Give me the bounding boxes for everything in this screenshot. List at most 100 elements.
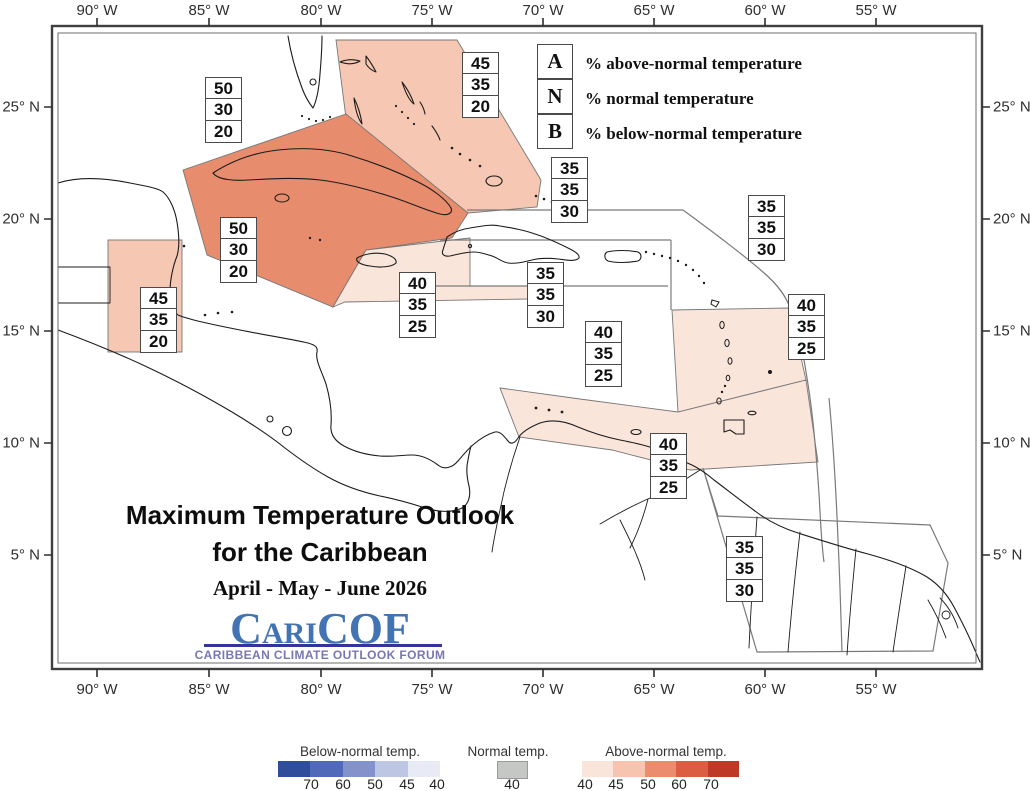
prob-value: 20 <box>205 119 242 143</box>
prob-value: 40 <box>788 294 825 317</box>
prob-value: 35 <box>788 315 825 339</box>
jamaica-coast <box>356 252 397 268</box>
prob-box-cuba-west: 50 30 20 <box>220 217 257 283</box>
hispaniola-coast <box>441 224 580 264</box>
prob-value: 35 <box>462 73 499 97</box>
lon-label-bottom: 80° W <box>300 681 342 698</box>
swatch-below-70 <box>278 761 310 777</box>
map-frame <box>50 24 984 671</box>
swatch-above-45 <box>613 761 645 777</box>
swatch-above-40 <box>582 761 613 777</box>
legend-key-n: N <box>537 79 573 115</box>
prob-value: 35 <box>551 157 588 180</box>
lon-label-bottom: 70° W <box>522 681 564 698</box>
prob-box-northeast-atlantic: 35 35 30 <box>748 195 785 261</box>
swatch-above-70 <box>708 761 739 777</box>
prob-value: 25 <box>399 314 436 338</box>
swatch-above-60 <box>676 761 708 777</box>
colorbar-num: 50 <box>640 776 656 791</box>
south-america-interior <box>491 436 959 656</box>
trinidad-coast <box>723 419 745 435</box>
lat-label-left: 20° N <box>2 210 40 228</box>
swatch-normal-40 <box>497 761 528 779</box>
prob-box-guianas: 35 35 30 <box>726 536 763 602</box>
prob-value: 30 <box>748 237 785 261</box>
prob-value: 30 <box>205 98 242 122</box>
prob-box-belize: 45 35 20 <box>140 287 177 353</box>
lon-label-bottom: 90° W <box>76 681 118 698</box>
colorbar-label-below: Below-normal temp. <box>299 744 421 759</box>
prob-value: 20 <box>140 329 177 353</box>
lon-label-bottom: 75° W <box>411 681 453 698</box>
prob-box-eastern-caribbean: 40 35 25 <box>788 294 825 360</box>
colorbar-num: 45 <box>399 776 415 791</box>
puerto-rico-coast <box>604 249 642 264</box>
axis-ticks <box>44 18 990 677</box>
colorbar-above <box>582 761 739 777</box>
prob-value: 30 <box>726 578 763 602</box>
prob-box-hispaniola-south: 35 35 30 <box>527 262 564 328</box>
lon-label-top: 70° W <box>522 2 564 19</box>
prob-value: 35 <box>748 216 785 240</box>
prob-value: 35 <box>650 454 687 478</box>
colorbar-below <box>278 761 440 777</box>
prob-value: 30 <box>551 199 588 223</box>
colorbar-num: 45 <box>608 776 624 791</box>
colorbar-num: 60 <box>335 776 351 791</box>
florida-coast <box>287 35 323 109</box>
lesser-antilles-islands <box>710 299 733 405</box>
swatch-below-45 <box>375 761 408 777</box>
page-title-line2: for the Caribbean <box>212 537 428 567</box>
lon-label-bottom: 85° W <box>188 681 230 698</box>
colorbar-num: 50 <box>367 776 383 791</box>
prob-value: 25 <box>585 363 622 387</box>
prob-value: 40 <box>585 321 622 344</box>
colorbar-label-above: Above-normal temp. <box>605 744 727 759</box>
prob-value: 35 <box>551 178 588 202</box>
prob-box-northwest-cuba: 50 30 20 <box>205 77 242 143</box>
lat-label-right: 20° N <box>993 210 1030 228</box>
logo-underline <box>204 644 442 647</box>
colorbar-num: 70 <box>703 776 719 791</box>
colorbar-num: 70 <box>303 776 319 791</box>
lat-label-right: 10° N <box>993 434 1030 452</box>
lat-label-left: 5° N <box>10 546 40 564</box>
lon-label-top: 90° W <box>76 2 118 19</box>
legend-key-b: B <box>537 114 573 150</box>
prob-value: 40 <box>399 272 436 295</box>
cuba-coast <box>212 148 452 216</box>
lon-label-top: 65° W <box>633 2 675 19</box>
colorbar-num: 40 <box>577 776 593 791</box>
legend-key-a: A <box>537 44 573 80</box>
lat-label-right: 15° N <box>993 322 1030 340</box>
legend-label-above: % above-normal temperature <box>585 54 802 73</box>
prob-value: 35 <box>399 293 436 317</box>
prob-box-bahamas: 45 35 20 <box>462 52 499 118</box>
lat-label-right: 5° N <box>993 546 1023 564</box>
title-block: Maximum Temperature Outlook for the Cari… <box>90 500 550 661</box>
colorbar-num: 60 <box>671 776 687 791</box>
swatch-below-60 <box>310 761 343 777</box>
border-lines <box>57 266 111 304</box>
forecast-period: April - May - June 2026 <box>212 576 428 600</box>
prob-box-hispaniola-north: 35 35 30 <box>551 157 588 223</box>
swatch-below-50 <box>343 761 375 777</box>
prob-value: 45 <box>140 287 177 310</box>
lon-label-top: 60° W <box>744 2 786 19</box>
lat-label-right: 25° N <box>993 98 1030 116</box>
prob-box-southeast-caribbean: 40 35 25 <box>585 321 622 387</box>
prob-value: 25 <box>788 336 825 360</box>
prob-box-jamaica: 40 35 25 <box>399 272 436 338</box>
legend-label-normal: % normal temperature <box>585 89 754 108</box>
lat-label-left: 15° N <box>2 322 40 340</box>
prob-value: 35 <box>726 536 763 559</box>
page-title-line1: Maximum Temperature Outlook <box>125 500 515 530</box>
prob-value: 45 <box>462 52 499 75</box>
zone-trinidad-40 <box>499 379 819 471</box>
lon-label-bottom: 65° W <box>633 681 675 698</box>
prob-box-trinidad: 40 35 25 <box>650 433 687 499</box>
lon-label-bottom: 55° W <box>855 681 897 698</box>
prob-value: 20 <box>462 94 499 118</box>
